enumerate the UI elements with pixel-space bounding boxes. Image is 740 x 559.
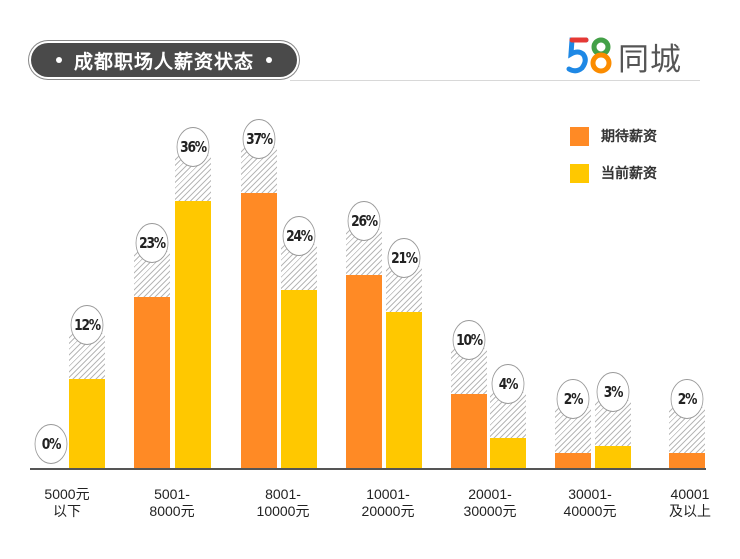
chart-legend: 期待薪资 当前薪资 (570, 126, 657, 200)
value-label-bubble: 26% (347, 201, 381, 241)
value-label-bubble: 36% (176, 127, 210, 167)
value-label-bubble: 24% (282, 216, 316, 256)
bar-expected (241, 193, 277, 468)
bullet-dot-icon (55, 57, 62, 63)
bar-current (386, 312, 422, 468)
x-axis-tick-label: 20001- 30000元 (445, 486, 535, 520)
value-label-bubble: 10% (452, 320, 486, 360)
value-label-bubble: 4% (491, 364, 525, 404)
x-axis-tick-label: 10001- 20000元 (343, 486, 433, 520)
value-label-bubble: 0% (34, 424, 68, 464)
x-axis-line (30, 468, 706, 470)
x-axis-tick-line: 5000元 (44, 486, 90, 502)
legend-label: 当前薪资 (601, 165, 657, 181)
logo-58-icon (566, 37, 612, 74)
x-axis-tick-label: 30001- 40000元 (545, 486, 635, 520)
value-label-bubble: 2% (670, 379, 704, 419)
logo-text: 同城 (618, 41, 682, 77)
legend-label: 期待薪资 (601, 128, 657, 144)
bar-current (281, 290, 317, 468)
bar-expected (669, 453, 705, 468)
x-axis-tick-line: 30001- (568, 486, 612, 502)
title-divider (290, 80, 700, 81)
bar-expected (555, 453, 591, 468)
x-axis-tick-line: 以下 (53, 503, 81, 519)
legend-item-expected: 期待薪资 (570, 126, 657, 146)
58-tongcheng-logo: 同城 (566, 36, 682, 77)
bar-expected (451, 394, 487, 468)
bullet-dot-icon (266, 57, 272, 63)
value-label-bubble: 12% (70, 305, 104, 345)
chart-title: 成都职场人薪资状态 (73, 51, 254, 73)
value-label-bubble: 2% (556, 379, 590, 419)
value-label-bubble: 37% (242, 119, 276, 159)
bar-current (490, 438, 526, 468)
value-label-bubble: 3% (596, 372, 630, 412)
x-axis-tick-line: 10000元 (256, 503, 310, 519)
x-axis-tick-label: 5000元 以下 (22, 486, 112, 520)
x-axis-tick-line: 8000元 (149, 503, 195, 519)
x-axis-tick-line: 20001- (468, 486, 512, 502)
bar-expected (346, 275, 382, 468)
chart-title-pill: 成都职场人薪资状态 (31, 43, 297, 77)
value-label-bubble: 23% (135, 223, 169, 263)
value-label-bubble: 21% (387, 238, 421, 278)
bar-current (595, 446, 631, 468)
legend-item-current: 当前薪资 (570, 163, 657, 183)
x-axis-tick-line: 40000元 (563, 503, 617, 519)
x-axis-tick-label: 5001- 8000元 (127, 486, 217, 520)
x-axis-tick-line: 30000元 (463, 503, 517, 519)
x-axis-tick-line: 20000元 (361, 503, 415, 519)
bar-expected (134, 297, 170, 468)
bar-current (175, 201, 211, 468)
x-axis-tick-line: 10001- (366, 486, 410, 502)
legend-swatch-orange (570, 126, 589, 146)
x-axis-tick-line: 及以上 (669, 503, 711, 519)
bar-current (69, 379, 105, 468)
x-axis-tick-label: 8001- 10000元 (238, 486, 328, 520)
x-axis-tick-line: 5001- (154, 486, 190, 502)
x-axis-tick-line: 40001 (670, 486, 710, 502)
legend-swatch-yellow (570, 163, 589, 183)
x-axis-tick-label: 40001 及以上 (645, 486, 735, 520)
x-axis-tick-line: 8001- (265, 486, 301, 502)
